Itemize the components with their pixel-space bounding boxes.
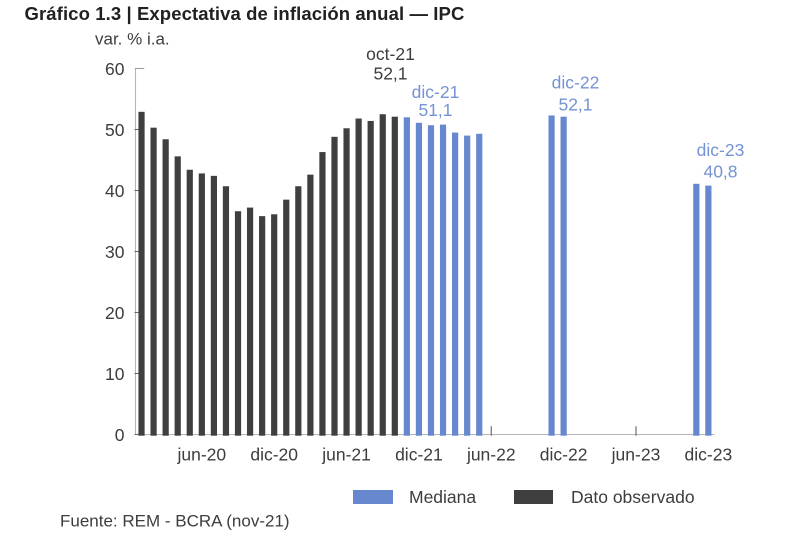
svg-text:jun-20: jun-20 <box>177 445 227 465</box>
svg-text:Gráfico 1.3 | Expectativa de i: Gráfico 1.3 | Expectativa de inflación a… <box>25 3 465 24</box>
svg-text:Fuente: REM - BCRA (nov-21): Fuente: REM - BCRA (nov-21) <box>60 512 290 531</box>
svg-text:jun-22: jun-22 <box>466 445 516 465</box>
svg-text:dic-22: dic-22 <box>552 73 600 93</box>
svg-text:40,8: 40,8 <box>703 161 737 181</box>
svg-text:oct-21: oct-21 <box>366 44 415 64</box>
svg-text:var. % i.a.: var. % i.a. <box>95 30 170 49</box>
svg-text:40: 40 <box>105 181 125 201</box>
svg-text:Dato observado: Dato observado <box>571 487 695 507</box>
svg-text:51,1: 51,1 <box>418 100 452 120</box>
svg-text:dic-21: dic-21 <box>412 82 460 102</box>
svg-text:dic-22: dic-22 <box>540 445 588 465</box>
svg-text:dic-23: dic-23 <box>685 445 733 465</box>
svg-text:52,1: 52,1 <box>558 95 592 115</box>
svg-text:60: 60 <box>105 59 125 79</box>
svg-text:50: 50 <box>105 120 125 140</box>
svg-text:30: 30 <box>105 242 125 262</box>
svg-text:dic-21: dic-21 <box>395 445 443 465</box>
svg-text:Mediana: Mediana <box>409 487 476 507</box>
svg-text:dic-20: dic-20 <box>250 445 298 465</box>
svg-text:jun-23: jun-23 <box>611 445 661 465</box>
svg-text:0: 0 <box>115 425 125 445</box>
svg-text:dic-23: dic-23 <box>697 140 745 160</box>
svg-text:10: 10 <box>105 364 125 384</box>
svg-text:20: 20 <box>105 303 125 323</box>
svg-text:jun-21: jun-21 <box>321 445 371 465</box>
svg-text:52,1: 52,1 <box>373 64 407 84</box>
